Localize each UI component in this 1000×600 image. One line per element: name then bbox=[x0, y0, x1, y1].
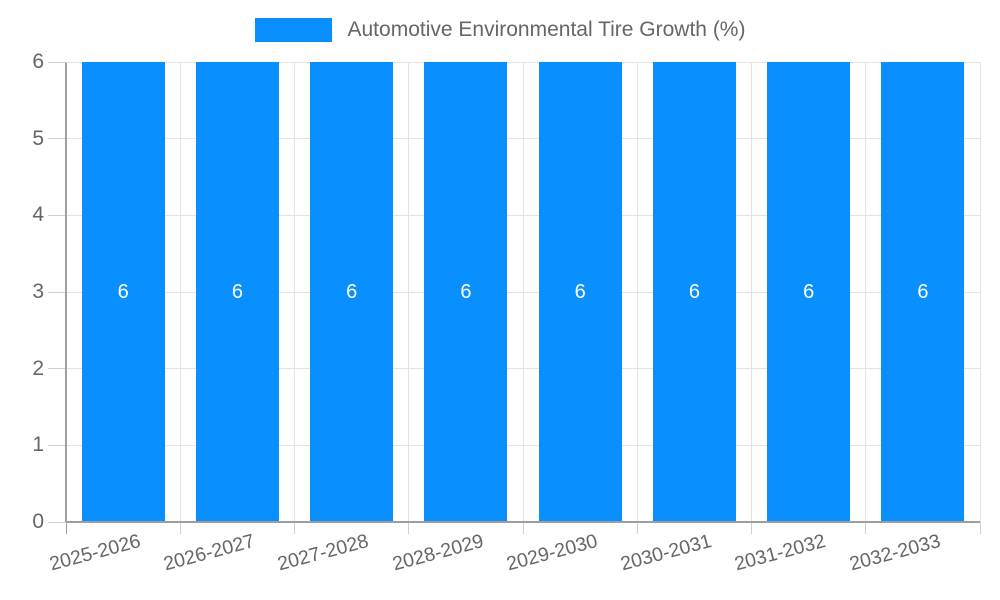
x-tick-label: 2030-2031 bbox=[618, 530, 715, 576]
y-tick-label: 3 bbox=[32, 280, 44, 303]
x-axis-line bbox=[66, 521, 980, 523]
x-tick-mark bbox=[408, 522, 410, 534]
y-tick-mark bbox=[48, 61, 66, 63]
y-tick-label: 2 bbox=[32, 356, 44, 380]
bar[interactable]: 6 bbox=[424, 62, 508, 521]
x-tick-label: 2027-2028 bbox=[275, 530, 372, 576]
y-tick-mark bbox=[48, 444, 66, 446]
y-axis-line bbox=[65, 63, 67, 522]
legend-label: Automotive Environmental Tire Growth (%) bbox=[347, 18, 746, 41]
v-gridline bbox=[636, 62, 638, 522]
v-gridline bbox=[865, 62, 867, 522]
bar[interactable]: 6 bbox=[538, 62, 622, 521]
bar-value-label: 6 bbox=[917, 280, 929, 303]
y-tick-label: 6 bbox=[32, 50, 44, 73]
v-gridline bbox=[979, 62, 981, 522]
bar[interactable]: 6 bbox=[767, 62, 851, 521]
x-tick-mark bbox=[636, 522, 638, 534]
legend-swatch bbox=[254, 18, 332, 42]
x-tick-label: 2029-2030 bbox=[504, 530, 600, 576]
x-tick-mark bbox=[294, 522, 295, 534]
x-tick-label: 2025-2026 bbox=[47, 530, 143, 576]
x-tick-mark bbox=[979, 522, 981, 534]
y-tick-label: 4 bbox=[32, 203, 44, 227]
v-gridline bbox=[408, 62, 410, 522]
bar-value-label: 6 bbox=[346, 280, 358, 303]
y-tick-label: 0 bbox=[32, 510, 44, 533]
x-tick-label: 2031-2032 bbox=[732, 530, 829, 576]
bar-value-label: 6 bbox=[460, 280, 472, 303]
bar-value-label: 6 bbox=[803, 280, 815, 303]
bar-value-label: 6 bbox=[574, 280, 586, 303]
x-tick-label: 2026-2027 bbox=[161, 530, 258, 576]
bar[interactable]: 6 bbox=[881, 62, 965, 521]
y-tick-mark bbox=[48, 291, 66, 293]
x-tick-mark bbox=[751, 522, 752, 534]
v-gridline bbox=[522, 62, 524, 522]
bar-value-label: 6 bbox=[117, 280, 129, 303]
y-tick-mark bbox=[48, 214, 66, 216]
x-tick-label: 2028-2029 bbox=[389, 530, 486, 576]
x-tick-label: 2032-2033 bbox=[846, 530, 943, 576]
x-tick-mark bbox=[65, 522, 67, 534]
y-tick-mark bbox=[48, 138, 66, 140]
bar[interactable]: 6 bbox=[195, 62, 279, 521]
bar[interactable]: 6 bbox=[652, 62, 736, 521]
v-gridline bbox=[179, 62, 181, 522]
bar-value-label: 6 bbox=[688, 280, 700, 303]
v-gridline bbox=[751, 62, 752, 522]
bar-value-label: 6 bbox=[231, 280, 243, 303]
bar[interactable]: 6 bbox=[81, 62, 165, 521]
x-tick-mark bbox=[522, 522, 524, 534]
y-tick-label: 5 bbox=[32, 126, 44, 150]
x-tick-mark bbox=[179, 522, 181, 534]
bar[interactable]: 6 bbox=[310, 62, 394, 521]
v-gridline bbox=[294, 62, 295, 522]
legend[interactable]: Automotive Environmental Tire Growth (%) bbox=[0, 18, 1000, 42]
y-tick-label: 1 bbox=[32, 433, 44, 457]
x-tick-mark bbox=[865, 522, 867, 534]
y-tick-mark bbox=[48, 368, 66, 370]
y-tick-mark bbox=[48, 521, 66, 523]
